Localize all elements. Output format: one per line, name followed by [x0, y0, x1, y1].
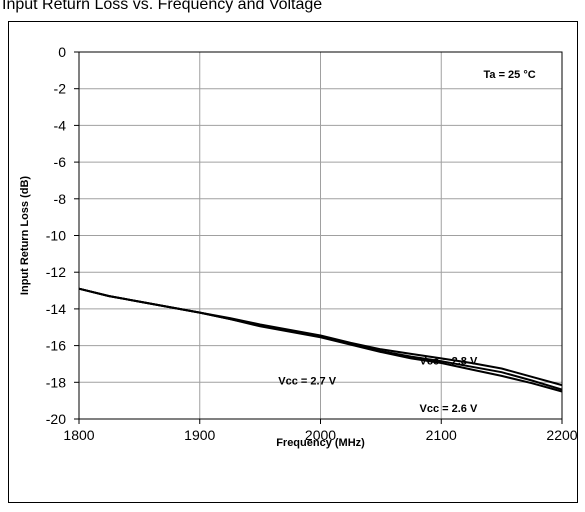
y-tick-label: -20 — [46, 411, 66, 427]
y-tick-label: -12 — [46, 264, 66, 280]
tick-layer: 1800 1900 2000 2100 2200 0 -2 -4 -6 -8 -10 -12 -14 -1… — [46, 44, 578, 443]
annotation-vcc28: Vcc = 2.8 V — [420, 355, 478, 367]
y-tick-label: -6 — [54, 154, 67, 170]
annotation-layer: Ta = 25 °C Vcc = 2.8 V Vcc = 2.7 V Vcc = 2.… — [278, 69, 536, 415]
y-tick-label: -16 — [46, 338, 66, 354]
annotation-vcc27: Vcc = 2.7 V — [278, 375, 336, 387]
x-tick-label: 2000 — [305, 427, 336, 443]
y-tick-label: -10 — [46, 228, 66, 244]
x-tick-label: 2200 — [546, 427, 577, 443]
series-line-28 — [78, 287, 563, 387]
page-caption: Input Return Loss vs. Frequency and Volt… — [2, 0, 323, 13]
y-tick-label: -4 — [54, 117, 67, 133]
series-layer — [78, 287, 563, 393]
y-tick-label: -14 — [46, 301, 66, 317]
y-tick-label: -18 — [46, 374, 66, 390]
annotation-ta: Ta = 25 °C — [484, 69, 536, 81]
y-tick-label: -2 — [54, 81, 67, 97]
x-axis-title: Frequency (MHz) — [276, 437, 365, 449]
annotation-vcc26: Vcc = 2.6 V — [420, 403, 478, 415]
x-tick-label: 1800 — [63, 427, 94, 443]
y-axis-title: Input Return Loss (dB) — [19, 176, 31, 295]
grid-layer — [79, 52, 562, 419]
y-tick-label: 0 — [58, 44, 66, 60]
chart-frame — [8, 21, 578, 503]
x-tick-label: 1900 — [184, 427, 215, 443]
y-tick-label: -8 — [54, 191, 67, 207]
x-tick-label: 2100 — [426, 427, 457, 443]
